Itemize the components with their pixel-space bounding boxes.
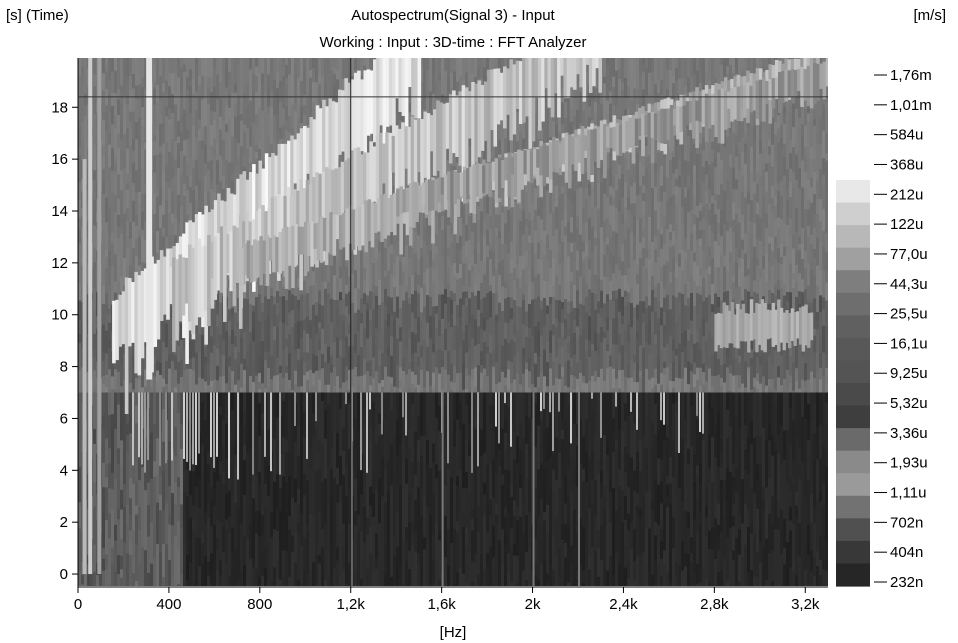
colorbar-segment <box>836 518 870 542</box>
colorbar-tick-label: 5,32u <box>890 395 928 412</box>
y-tick-label: 10 <box>51 307 68 324</box>
chart-subtitle: Working : Input : 3D-time : FFT Analyzer <box>319 34 586 51</box>
colorbar-segment <box>836 180 870 204</box>
colorbar-tick-label: 702n <box>890 514 923 531</box>
y-tick-label: 12 <box>51 255 68 272</box>
colorbar-segment <box>836 540 870 565</box>
x-tick-label: 1,6k <box>427 596 456 613</box>
cursor-crosshair <box>78 58 828 587</box>
x-tick-label: 2,4k <box>609 596 638 613</box>
colorbar-segment <box>836 563 870 587</box>
y-tick-label: 0 <box>60 566 68 583</box>
colorbar <box>836 180 870 587</box>
colorbar-tick-label: 3,36u <box>890 425 928 442</box>
x-tick-label: 3,2k <box>791 596 820 613</box>
x-tick-label: 2k <box>525 596 541 613</box>
colorbar-segment <box>836 225 870 249</box>
colorbar-segment <box>836 292 870 316</box>
y-axis-ticks: 0 2 4 6 8 10 12 14 16 18 <box>51 99 78 583</box>
chart-title: Autospectrum(Signal 3) - Input <box>351 7 555 24</box>
colorbar-segment <box>836 315 870 339</box>
heatmap-area <box>78 58 828 586</box>
colorbar-tick-label: 44,3u <box>890 276 928 293</box>
x-axis-ticks: 0 400 800 1,2k 1,6k 2k 2,4k 2,8k 3,2k <box>74 587 820 613</box>
colorbar-tick-label: 1,93u <box>890 455 928 472</box>
colorbar-segment <box>836 202 870 226</box>
colorbar-tick-label: 232n <box>890 574 923 591</box>
x-tick-label: 0 <box>74 596 82 613</box>
colorbar-segment <box>836 270 870 294</box>
y-tick-label: 18 <box>51 99 68 116</box>
colorbar-segment <box>836 405 870 429</box>
colorbar-tick-label: 25,5u <box>890 306 928 323</box>
colorbar-segment <box>836 450 870 474</box>
colorbar-segment <box>836 247 870 271</box>
colorbar-tick-label: 77,0u <box>890 246 928 263</box>
colorbar-segment <box>836 360 870 384</box>
colorbar-ticks: 1,76m 1,01m 584u 368u 212u 122u 77,0u 44,3u 25,5… <box>874 67 932 591</box>
y-tick-label: 6 <box>60 410 68 427</box>
x-tick-label: 800 <box>247 596 272 613</box>
colorbar-segment <box>836 428 870 452</box>
x-tick-label: 400 <box>156 596 181 613</box>
x-tick-label: 2,8k <box>700 596 729 613</box>
y-tick-label: 14 <box>51 203 68 220</box>
colorbar-tick-label: 1,76m <box>890 67 932 84</box>
colorbar-segment <box>836 473 870 497</box>
y-tick-label: 16 <box>51 151 68 168</box>
y-tick-label: 4 <box>60 462 68 479</box>
colorbar-tick-label: 122u <box>890 216 923 233</box>
colorbar-segment <box>836 495 870 519</box>
colorbar-tick-label: 9,25u <box>890 365 928 382</box>
colorbar-tick-label: 368u <box>890 156 923 173</box>
colorbar-tick-label: 16,1u <box>890 335 928 352</box>
colorbar-tick-label: 1,11u <box>890 485 926 502</box>
y-axis-label: [s] (Time) <box>6 7 69 24</box>
x-axis-label: [Hz] <box>440 624 467 641</box>
x-tick-label: 1,2k <box>337 596 366 613</box>
y-tick-label: 8 <box>60 359 68 376</box>
colorbar-unit-label: [m/s] <box>914 7 947 24</box>
colorbar-segment <box>836 383 870 407</box>
colorbar-tick-label: 584u <box>890 127 923 144</box>
colorbar-segment <box>836 337 870 362</box>
colorbar-tick-label: 212u <box>890 186 923 203</box>
colorbar-tick-label: 404n <box>890 544 923 561</box>
colorbar-tick-label: 1,01m <box>890 97 932 114</box>
y-tick-label: 2 <box>60 514 68 531</box>
